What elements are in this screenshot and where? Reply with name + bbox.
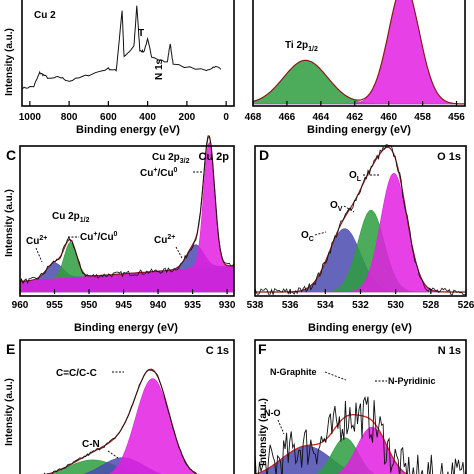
x-tick-label: 950	[81, 300, 98, 311]
x-tick-label: 960	[12, 300, 29, 311]
x-tick-label: 462	[346, 112, 363, 123]
plot-frame	[254, 145, 467, 297]
x-tick-label: 940	[150, 300, 167, 311]
corner-label: Cu 2p	[198, 151, 229, 163]
raw-data-line	[39, 369, 200, 474]
x-tick-label: 466	[279, 112, 296, 123]
y-axis-label: Intensity (a.u.)	[4, 378, 15, 446]
y-axis-label: Intensity (a.u.)	[4, 189, 15, 257]
plot-frame	[21, 0, 235, 107]
plot-frame	[19, 339, 235, 474]
x-tick-label: 526	[458, 300, 474, 311]
label-cu: Cu 2	[34, 10, 56, 21]
plot-frame	[252, 0, 466, 107]
x-ticks: 1000 800 600 400 200 0	[19, 101, 229, 123]
x-ticks: 960 955 950 945 940 935 930	[12, 289, 236, 311]
x-tick-label: 530	[387, 300, 404, 311]
x-tick-label: 534	[317, 300, 334, 311]
x-tick-label: 200	[179, 112, 196, 123]
raw-data-line	[254, 395, 467, 474]
raw-data-line	[19, 135, 235, 285]
label-cc: C=C/C-C	[56, 368, 97, 379]
panel-c1s: E Intensity (a.u.) C 1s C=C/C-C C-N	[4, 339, 235, 474]
label-cu2p12: Cu 2p1/2	[52, 211, 90, 224]
envelope-line	[254, 414, 409, 474]
label-ol: OL	[349, 170, 362, 183]
x-tick-label: 528	[422, 300, 439, 311]
x-tick-label: 930	[219, 300, 236, 311]
x-tick-label: 458	[414, 112, 431, 123]
x-tick-label: 0	[223, 112, 229, 123]
x-axis-label: Binding energy (eV)	[308, 322, 412, 334]
arrow-ov	[343, 205, 355, 213]
corner-label: O 1s	[437, 151, 461, 163]
x-axis-label: Binding energy (eV)	[76, 124, 180, 136]
x-tick-label: 532	[352, 300, 369, 311]
x-tick-label: 538	[247, 300, 264, 311]
x-tick-label: 800	[61, 112, 78, 123]
panel-letter: C	[6, 147, 16, 163]
label-oc: OC	[301, 230, 314, 243]
panel-survey: Intensity (a.u.) 1000 800 600 400 200 0 Cu 2 …	[4, 0, 235, 136]
label-cu-plus-left: Cu+/Cu0	[80, 231, 118, 243]
panel-o1s: D 538 536 534 532 530 528 526 O 1s OL OV OC Bi…	[247, 144, 474, 334]
panel-ti2p: 468 466 464 462 460 458 456 Ti 2p1/2 Binding e…	[245, 0, 466, 136]
x-ticks: 468 466 464 462 460 458 456	[245, 101, 465, 123]
x-tick-label: 955	[46, 300, 63, 311]
label-ov: OV	[330, 200, 343, 213]
arrow-cn	[107, 450, 119, 459]
label-n-pyridinic: N-Pyridinic	[388, 376, 436, 386]
fit-peaks	[19, 141, 235, 293]
label-cn: C-N	[82, 439, 100, 450]
panel-letter: E	[6, 341, 15, 357]
fit-peaks	[252, 0, 466, 105]
arrow-n-o	[277, 419, 285, 435]
panel-cu2p: C Intensity (a.u.) 960 955 950 945 940 935 930…	[4, 135, 236, 334]
y-axis-label: Intensity (a.u.)	[4, 28, 15, 96]
label-ti2p12: Ti 2p1/2	[285, 40, 318, 53]
x-tick-label: 464	[312, 112, 329, 123]
plot-frame	[19, 145, 235, 297]
x-tick-label: 935	[184, 300, 201, 311]
x-tick-label: 945	[115, 300, 132, 311]
arrow-oc	[314, 231, 327, 236]
fit-peaks	[47, 378, 197, 474]
envelope-line	[252, 0, 466, 105]
panel-n1s: F Intensity (a.u.) N 1s N-Graphite N-Pyr…	[254, 339, 467, 474]
label-ti: T	[138, 28, 144, 39]
label-n1s: N 1s	[154, 58, 165, 80]
panel-letter: D	[259, 147, 269, 163]
x-tick-label: 456	[448, 112, 465, 123]
fit-peak-2	[336, 426, 408, 474]
x-axis-label: Binding energy (eV)	[307, 124, 411, 136]
label-cu-plus-right: Cu+/Cu0	[140, 167, 178, 179]
y-axis-label: Intensity (a.u.)	[258, 398, 269, 466]
corner-label: N 1s	[438, 345, 461, 357]
label-cu2p32: Cu 2p3/2	[152, 152, 190, 165]
x-tick-label: 536	[282, 300, 299, 311]
panel-letter: F	[258, 341, 267, 357]
label-n-o: N-O	[264, 408, 281, 418]
x-tick-label: 400	[139, 112, 156, 123]
label-n-graphite: N-Graphite	[270, 367, 317, 377]
x-axis-label: Binding energy (eV)	[74, 322, 178, 334]
arrow-cu2plus-left	[35, 247, 43, 263]
arrow-cu2plus-right	[175, 246, 183, 259]
x-ticks: 538 536 534 532 530 528 526	[247, 289, 474, 311]
corner-label: C 1s	[206, 345, 229, 357]
arrow-n-graphite	[324, 371, 347, 381]
fit-peak-1	[255, 209, 466, 293]
x-tick-label: 1000	[19, 112, 42, 123]
fit-peak-2	[108, 378, 197, 474]
label-cu2plus-left: Cu2+	[26, 235, 47, 247]
survey-spectrum-line	[21, 5, 222, 90]
x-tick-label: 468	[245, 112, 262, 123]
label-cu2plus-right: Cu2+	[154, 234, 175, 246]
plot-frame	[254, 339, 467, 474]
x-tick-label: 600	[100, 112, 117, 123]
x-tick-label: 460	[380, 112, 397, 123]
